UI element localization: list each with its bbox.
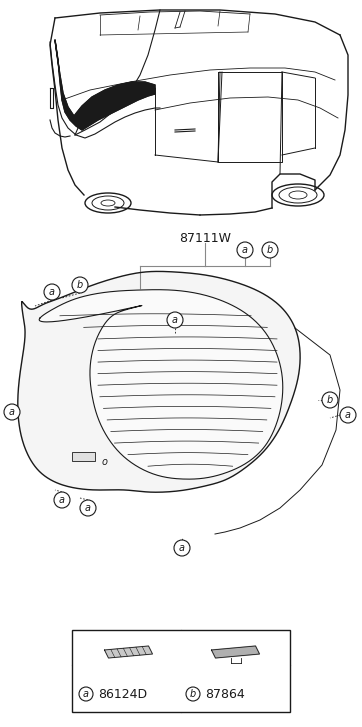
Text: o: o: [102, 457, 108, 467]
Circle shape: [54, 492, 70, 508]
Text: b: b: [77, 280, 83, 290]
Circle shape: [167, 312, 183, 328]
Text: 87111W: 87111W: [179, 231, 231, 244]
Circle shape: [80, 500, 96, 516]
Text: a: a: [9, 407, 15, 417]
Text: a: a: [85, 503, 91, 513]
Circle shape: [340, 407, 356, 423]
Polygon shape: [55, 40, 155, 130]
Text: a: a: [172, 315, 178, 325]
Text: 87864: 87864: [205, 688, 245, 701]
Circle shape: [186, 687, 200, 701]
Circle shape: [262, 242, 278, 258]
Circle shape: [174, 540, 190, 556]
Text: b: b: [327, 395, 333, 405]
Text: 86124D: 86124D: [98, 688, 147, 701]
Text: b: b: [190, 689, 196, 699]
Bar: [72, 630, 290, 712]
Circle shape: [322, 392, 338, 408]
Circle shape: [72, 277, 88, 293]
Polygon shape: [211, 646, 260, 658]
Polygon shape: [39, 289, 283, 479]
Text: a: a: [242, 245, 248, 255]
Text: a: a: [59, 495, 65, 505]
Circle shape: [79, 687, 93, 701]
Text: a: a: [49, 287, 55, 297]
Polygon shape: [105, 646, 152, 658]
Circle shape: [237, 242, 253, 258]
Circle shape: [4, 404, 20, 420]
Text: a: a: [83, 689, 89, 699]
Text: b: b: [267, 245, 273, 255]
FancyBboxPatch shape: [72, 451, 94, 460]
Circle shape: [44, 284, 60, 300]
Polygon shape: [18, 271, 300, 492]
Text: a: a: [179, 543, 185, 553]
Text: a: a: [345, 410, 351, 420]
